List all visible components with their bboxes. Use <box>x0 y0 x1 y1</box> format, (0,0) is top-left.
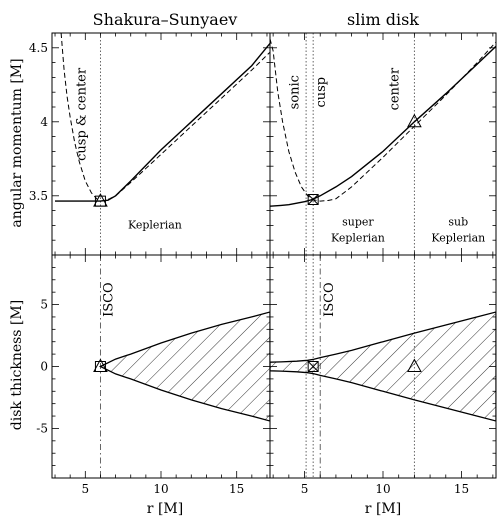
annotation-sonic: sonic <box>287 75 302 109</box>
square-marker <box>307 194 319 205</box>
y-tick-label: -5 <box>36 421 48 435</box>
panel-ss-angular-momentum: cusp & center Keplerian 3.5 4 4.5 <box>29 32 271 256</box>
cross-mark-b <box>307 194 319 205</box>
y-tick-label: 3.5 <box>29 189 48 203</box>
disk-region-slim-thickness <box>270 311 496 422</box>
annotation-super: super <box>342 215 374 228</box>
annotation-cusp: cusp <box>314 77 329 108</box>
annotation-keplerian: Keplerian <box>331 232 385 245</box>
series-line-solid <box>270 45 496 207</box>
annotation-isco: ISCO <box>102 282 117 317</box>
square-marker <box>94 361 106 372</box>
title-left: Shakura–Sunyaev <box>93 10 238 29</box>
x-tick-label: 15 <box>454 482 469 496</box>
title-right: slim disk <box>347 10 419 29</box>
annotation-cusp-center: cusp & center <box>74 67 89 161</box>
panel-slim-disk-thickness: ISCO 5 10 15 <box>269 254 497 496</box>
y-tick-label: 5 <box>40 298 48 312</box>
plot-area-slim-angmom <box>270 33 496 255</box>
annotation-center: center <box>388 67 403 110</box>
annotation-sub: sub <box>448 215 468 228</box>
cross-mark-b <box>307 361 319 372</box>
x-tick-label: 5 <box>301 482 309 496</box>
series-line-solid <box>55 42 270 202</box>
plot-area-ss-thickness <box>98 255 270 478</box>
xlabel-left: r [M] <box>147 501 183 517</box>
disk-region-ss-thickness <box>98 311 270 422</box>
annotation-keplerian: Keplerian <box>128 218 182 231</box>
square-marker <box>307 361 319 372</box>
x-tick-label: 15 <box>229 482 244 496</box>
annotation-keplerian: Keplerian <box>431 232 485 245</box>
ylabel-top: angular momentum [M] <box>9 58 25 227</box>
ylabel-bottom: disk thickness [M] <box>9 300 25 430</box>
x-tick-label: 10 <box>153 482 168 496</box>
y-tick-label: 4.5 <box>29 41 48 55</box>
series-line-dashed <box>60 33 270 202</box>
panel-ss-disk-thickness: ISCO -5 0 5 5 10 15 <box>36 254 271 496</box>
square-marker <box>94 195 106 207</box>
y-tick-label: 0 <box>40 360 48 374</box>
x-tick-label: 5 <box>81 482 89 496</box>
annotation-isco: ISCO <box>322 282 337 317</box>
plot-area-slim-thickness <box>270 255 496 478</box>
plot-area-ss-angmom <box>55 33 270 255</box>
triangle-marker <box>407 358 422 372</box>
triangle-marker <box>407 113 422 128</box>
y-tick-label: 4 <box>40 115 48 129</box>
panel-slim-angular-momentum: sonic cusp center super Keplerian sub Kepleria… <box>269 32 497 256</box>
x-tick-label: 10 <box>375 482 390 496</box>
xlabel-right: r [M] <box>365 501 401 517</box>
series-line-dashed <box>270 38 496 202</box>
